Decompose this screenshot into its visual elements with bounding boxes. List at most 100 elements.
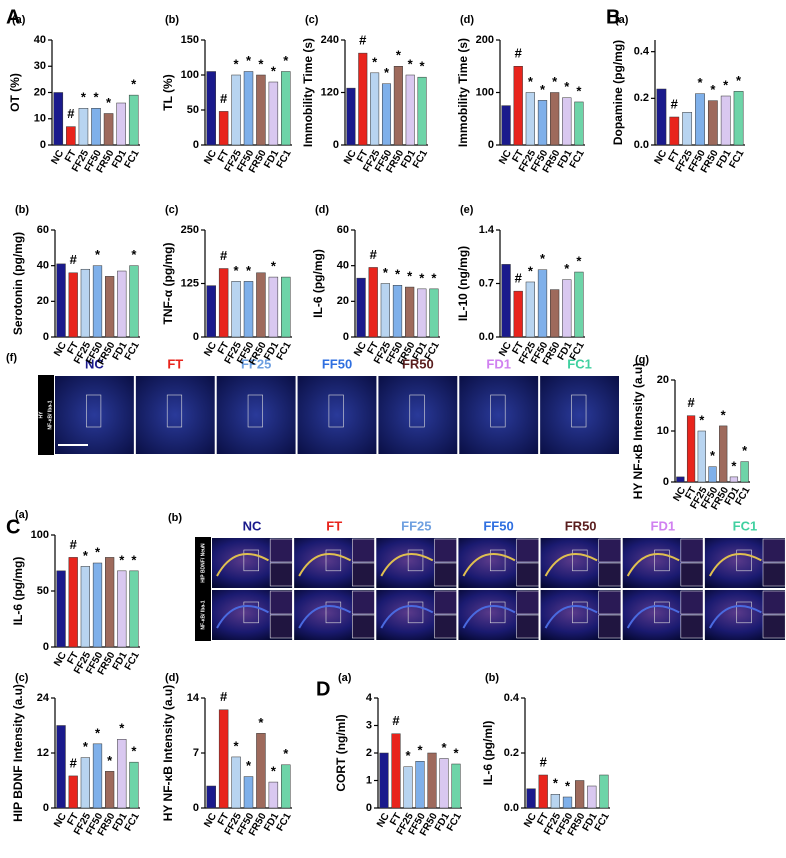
x-tick-label: FT — [510, 340, 526, 356]
micrograph-zoom — [598, 538, 622, 563]
sig-star: * — [246, 53, 252, 68]
bar — [740, 461, 749, 483]
sig-hash: # — [70, 537, 78, 552]
sig-star: * — [736, 73, 742, 88]
panel-label: (a) — [338, 672, 352, 684]
sig-star: * — [83, 739, 89, 754]
hippocampus-outline — [380, 552, 434, 577]
bar — [733, 91, 744, 146]
y-axis-label: CORT (ng/ml) — [334, 714, 348, 791]
hippocampus-outline — [544, 604, 598, 629]
x-tick-label: FC1 — [275, 340, 294, 362]
sig-hash: # — [671, 96, 679, 111]
sig-star: * — [234, 263, 240, 278]
bar — [103, 113, 114, 146]
panel-label: (d) — [315, 204, 329, 216]
sig-hash: # — [220, 689, 228, 704]
panel-label: (c) — [305, 14, 319, 26]
sig-star: * — [119, 552, 125, 567]
micrograph-inset — [409, 394, 425, 428]
bar — [676, 476, 685, 483]
y-tick-label: 0 — [488, 139, 494, 151]
sig-star: * — [407, 269, 413, 284]
y-tick-label: 0.4 — [634, 46, 650, 58]
bar — [105, 276, 115, 338]
bar — [575, 780, 585, 809]
bar — [80, 757, 90, 809]
sig-star: * — [119, 721, 125, 736]
bar — [379, 752, 389, 809]
micrograph-inset — [166, 394, 183, 428]
y-axis-label: Serotonin (pg/mg) — [11, 232, 25, 335]
micrograph-zoom — [269, 590, 293, 615]
micrograph-inset — [489, 601, 506, 624]
x-tick-label: FC1 — [411, 148, 430, 170]
bar — [231, 281, 241, 338]
sig-star: * — [372, 54, 378, 69]
sig-hash: # — [67, 106, 75, 121]
image-group-label: FT — [167, 356, 183, 371]
y-tick-label: 20 — [37, 295, 49, 307]
y-tick-label: 0.0 — [634, 139, 649, 151]
micrograph — [378, 376, 458, 454]
y-tick-label: 2 — [366, 747, 372, 759]
y-tick-label: 0 — [333, 139, 339, 151]
micrograph-inset — [328, 394, 344, 428]
bar — [405, 286, 415, 338]
bar — [417, 76, 427, 146]
y-tick-label: 150 — [181, 34, 199, 46]
image-group-label: FR50 — [402, 356, 434, 371]
sig-star: * — [81, 90, 87, 105]
panel-label: (g) — [635, 354, 649, 366]
bar — [550, 794, 560, 809]
bar — [105, 557, 115, 648]
bar — [53, 92, 64, 146]
bar — [574, 101, 584, 146]
micrograph-inset — [572, 601, 588, 624]
bar — [562, 796, 573, 809]
bar — [686, 415, 696, 483]
bar — [697, 430, 706, 483]
sig-star: * — [258, 715, 264, 730]
micrograph-zoom — [269, 562, 293, 587]
y-tick-label: 60 — [337, 224, 349, 236]
sig-star: * — [83, 548, 89, 563]
bar — [68, 272, 78, 338]
x-tick-label: FT — [65, 811, 81, 827]
bar — [682, 112, 693, 146]
x-tick-label: FT — [667, 148, 683, 164]
y-tick-label: 0 — [663, 476, 669, 488]
micrograph-zoom — [269, 538, 293, 563]
sig-star: * — [383, 265, 389, 280]
hippocampus-outline — [544, 552, 598, 577]
y-axis-label: Dopamine (pg/mg) — [611, 40, 625, 145]
bar — [268, 276, 279, 338]
panel-label: (a) — [615, 14, 629, 26]
x-tick-label: FT — [216, 340, 232, 356]
x-tick-label: FC1 — [123, 650, 142, 672]
bar — [368, 267, 378, 338]
sig-star: * — [441, 740, 447, 755]
x-tick-label: FC1 — [423, 340, 442, 362]
panel-label: (a) — [12, 14, 26, 26]
image-side-label: HIP BDNF/ NeuN — [200, 543, 206, 583]
micrograph-inset — [489, 549, 506, 572]
bar — [405, 74, 415, 146]
bar — [599, 774, 609, 809]
bar — [78, 108, 89, 146]
bar — [206, 285, 216, 338]
sig-hash: # — [515, 271, 523, 286]
y-tick-label: 40 — [37, 260, 49, 272]
sig-star: * — [234, 738, 240, 753]
y-tick-label: 10 — [657, 425, 669, 437]
micrograph — [459, 376, 539, 454]
y-tick-label: 40 — [34, 34, 46, 46]
micrograph — [216, 376, 296, 454]
x-tick-label: FT — [535, 811, 551, 827]
x-tick-label: FT — [65, 340, 81, 356]
bar — [243, 71, 254, 146]
bar — [256, 272, 266, 338]
hippocampus-outline — [626, 604, 680, 629]
micrograph-inset — [490, 394, 506, 428]
